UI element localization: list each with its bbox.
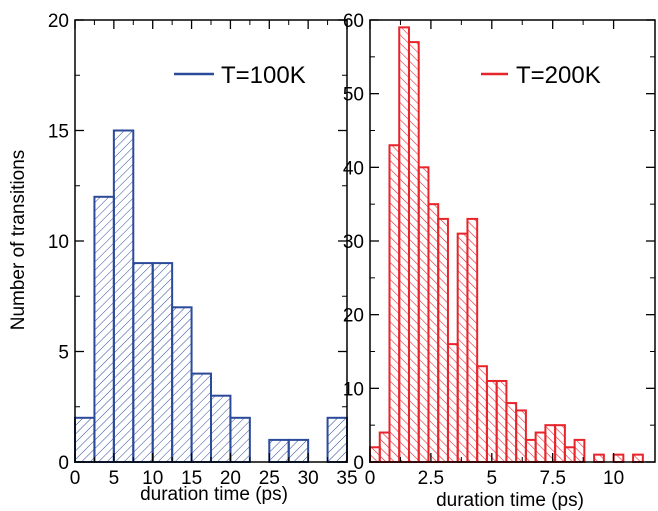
right-bar-10: [466, 217, 479, 463]
y-axis-label: Number of transitions: [8, 150, 29, 331]
right-bar-27: [632, 453, 644, 463]
left-x-axis-label: duration time (ps): [140, 484, 288, 505]
right-x-axis-label: duration time (ps): [436, 490, 584, 511]
left-xtick-label-1: 5: [109, 468, 120, 489]
left-panel: 0 5 10 15 20 25 30 35 0 5 10 15 20 Number of transit…: [8, 11, 358, 505]
right-bar-25: [612, 453, 625, 463]
left-xtick-label-7: 35: [336, 468, 357, 489]
right-panel: 0 2.5 5 7.5 10 0 10 20 30 40 50 60 duration time (p…: [343, 11, 656, 511]
left-ytick-label-0: 0: [58, 453, 69, 474]
left-bar-8: [229, 416, 251, 463]
right-bar-1: [378, 431, 391, 463]
right-bar-8: [446, 343, 459, 463]
left-legend: T=100K: [174, 62, 306, 89]
right-bar-9: [456, 232, 469, 463]
right-ytick-label-1: 10: [343, 379, 364, 400]
right-xtick-label-4: 10: [603, 468, 624, 489]
right-bar-13: [495, 379, 508, 464]
right-xtick-label-0: 0: [365, 468, 376, 489]
left-bar-1: [93, 195, 115, 464]
left-xtick-label-2: 10: [142, 468, 163, 489]
right-bar-19: [554, 424, 566, 463]
right-bar-23: [593, 453, 605, 463]
left-bar-5: [171, 306, 193, 463]
right-legend-label: T=200K: [516, 62, 601, 89]
left-ytick-label-2: 10: [48, 232, 69, 253]
left-bar-7: [210, 394, 232, 464]
left-bar-2: [112, 129, 135, 463]
right-bar-4: [407, 41, 420, 463]
right-ytick-label-4: 40: [343, 158, 364, 179]
right-ytick-label-0: 0: [353, 453, 364, 474]
left-axis-ticks: 0 5 10 15 20 25 30 35 0 5 10 15 20: [48, 11, 358, 489]
left-xtick-label-5: 25: [259, 468, 280, 489]
right-bar-14: [505, 402, 518, 464]
left-histogram-bars: [74, 129, 349, 464]
right-bar-6: [427, 203, 440, 464]
left-bar-3: [132, 262, 154, 463]
left-xtick-label-6: 30: [298, 468, 319, 489]
right-bar-12: [485, 379, 498, 464]
right-bar-2: [388, 144, 401, 463]
left-bar-10: [268, 438, 290, 463]
right-bar-11: [476, 365, 488, 464]
left-ytick-label-1: 5: [58, 343, 69, 364]
right-bar-18: [544, 424, 557, 463]
right-bar-3: [398, 26, 410, 463]
left-bar-4: [151, 262, 174, 463]
right-legend: T=200K: [481, 62, 601, 89]
right-bar-17: [534, 431, 547, 463]
right-ytick-label-5: 50: [343, 85, 364, 106]
right-bar-5: [417, 166, 430, 463]
right-bar-16: [524, 438, 537, 463]
right-xtick-label-2: 5: [487, 468, 498, 489]
left-bar-6: [190, 372, 212, 464]
left-bar-11: [287, 438, 310, 463]
right-ytick-label-6: 60: [343, 11, 364, 32]
left-legend-label: T=100K: [221, 62, 306, 89]
right-bar-7: [437, 217, 449, 463]
right-histogram-bars: [369, 26, 644, 464]
right-ytick-label-3: 30: [343, 232, 364, 253]
left-ytick-label-3: 15: [48, 122, 69, 143]
right-ytick-label-2: 20: [343, 306, 364, 327]
left-xtick-label-4: 20: [220, 468, 241, 489]
left-bar-13: [326, 416, 349, 463]
right-bar-15: [515, 409, 527, 463]
left-ytick-label-4: 20: [48, 11, 69, 32]
right-xtick-label-3: 7.5: [539, 468, 565, 489]
left-xtick-label-3: 15: [181, 468, 202, 489]
left-bar-0: [74, 416, 96, 463]
right-bar-20: [563, 446, 576, 463]
left-xtick-label-0: 0: [70, 468, 81, 489]
right-axis-ticks: 0 2.5 5 7.5 10 0 10 20 30 40 50 60: [343, 11, 655, 489]
right-bar-0: [369, 446, 381, 463]
right-xtick-label-1: 2.5: [418, 468, 444, 489]
